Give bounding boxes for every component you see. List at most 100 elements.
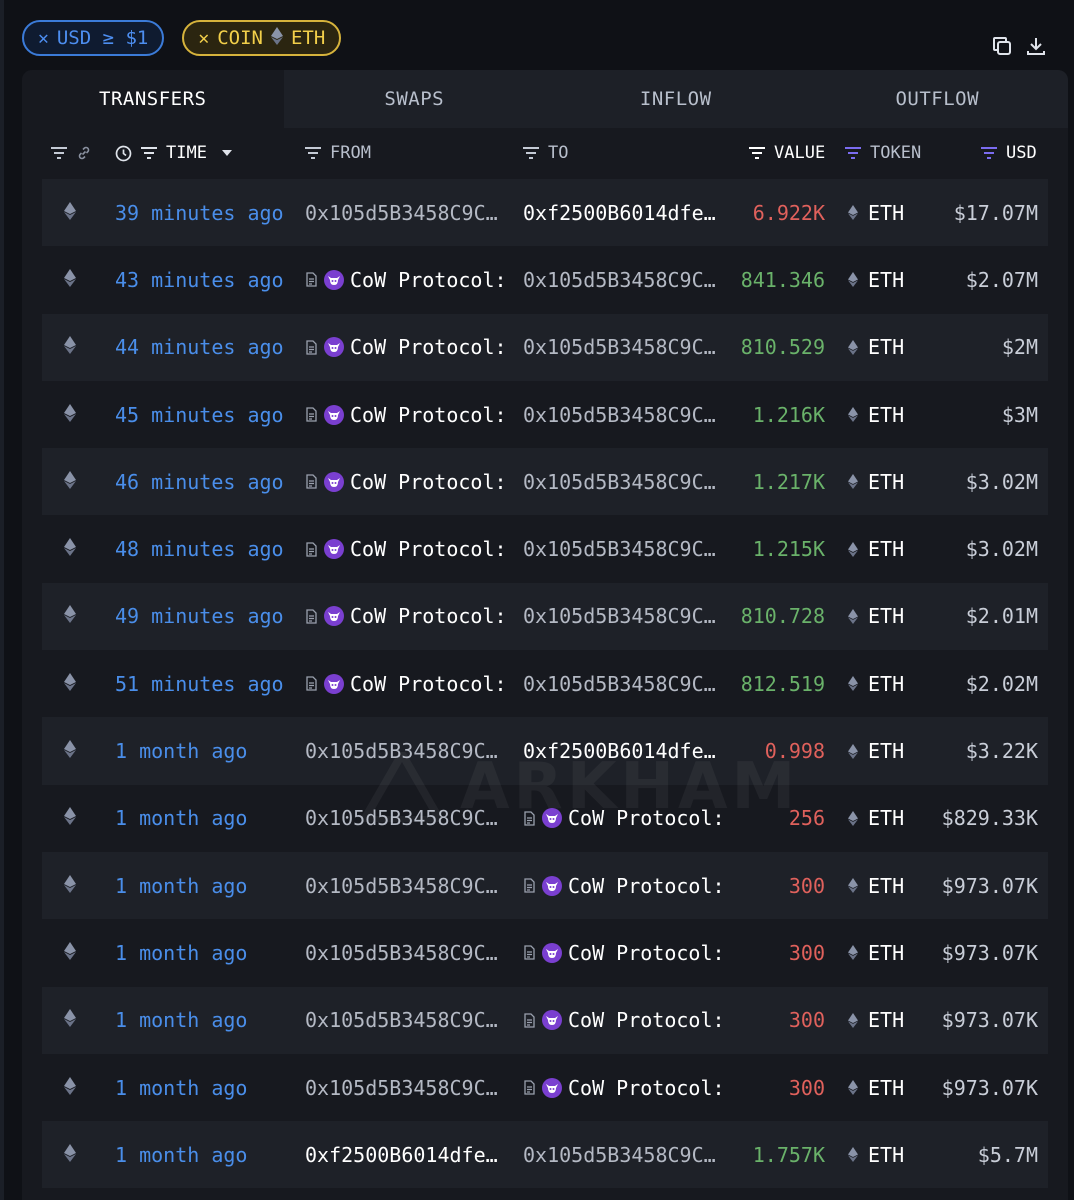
table-row[interactable]: 1 month ago 0x105d5B3458C9C… CoW Protocol:…	[42, 919, 1048, 986]
link-icon[interactable]	[76, 145, 92, 161]
header-chain-filter[interactable]	[50, 128, 92, 178]
tab-transfers[interactable]: TRANSFERS	[22, 70, 284, 128]
from-cell[interactable]: CoW Protocol:	[305, 448, 510, 515]
token-cell[interactable]: ETH	[848, 919, 918, 986]
address-link[interactable]: 0x105d5B3458C9C…	[305, 739, 498, 764]
table-row[interactable]: 46 minutes ago CoW Protocol: 0x105d5B3458C…	[42, 448, 1048, 516]
header-time[interactable]: TIME	[115, 128, 233, 178]
to-cell[interactable]: 0x105d5B3458C9C…	[523, 448, 729, 515]
address-link[interactable]: 0x105d5B3458C9C…	[305, 1008, 498, 1033]
token-cell[interactable]: ETH	[848, 717, 918, 784]
usd-filter-chip[interactable]: ✕ USD ≥ $1	[22, 20, 165, 56]
address-link[interactable]: 0x105d5B3458C9C…	[523, 604, 716, 629]
filter-icon[interactable]	[50, 146, 68, 160]
coin-filter-chip[interactable]: ✕ COIN ETH	[182, 20, 342, 56]
to-cell[interactable]: 0x105d5B3458C9C…	[523, 515, 729, 582]
time-cell[interactable]: 43 minutes ago	[115, 246, 295, 313]
address-link[interactable]: 0x105d5B3458C9C…	[523, 335, 716, 360]
token-symbol[interactable]: ETH	[868, 1075, 905, 1100]
to-cell[interactable]: 0x105d5B3458C9C…	[523, 381, 729, 448]
entity-name[interactable]: CoW Protocol:	[350, 671, 507, 696]
token-cell[interactable]: ETH	[848, 785, 918, 852]
time-cell[interactable]: 1 month ago	[115, 1121, 295, 1188]
token-cell[interactable]: ETH	[848, 650, 918, 717]
time-cell[interactable]: 1 month ago	[115, 1054, 295, 1121]
address-link[interactable]: 0x105d5B3458C9C…	[523, 267, 716, 292]
time-link[interactable]: 1 month ago	[115, 1075, 248, 1100]
token-symbol[interactable]: ETH	[868, 402, 905, 427]
from-cell[interactable]: 0x105d5B3458C9C…	[305, 785, 510, 852]
address-link[interactable]: 0x105d5B3458C9C…	[523, 537, 716, 562]
entity-name[interactable]: CoW Protocol:	[568, 873, 725, 898]
entity-label[interactable]: CoW Protocol:	[305, 335, 507, 359]
time-cell[interactable]: 44 minutes ago	[115, 314, 295, 381]
time-cell[interactable]: 39 minutes ago	[115, 179, 295, 246]
token-cell[interactable]: ETH	[848, 1054, 918, 1121]
entity-name[interactable]: CoW Protocol:	[568, 806, 725, 831]
time-link[interactable]: 1 month ago	[115, 873, 248, 898]
table-row[interactable]: 39 minutes ago 0x105d5B3458C9C… 0xf2500B60…	[42, 179, 1048, 247]
time-cell[interactable]: 46 minutes ago	[115, 448, 295, 515]
time-link[interactable]: 1 month ago	[115, 1008, 248, 1033]
filter-icon[interactable]	[844, 146, 862, 160]
time-cell[interactable]: 1 month ago	[115, 717, 295, 784]
table-row[interactable]: 1 month ago 0x105d5B3458C9C… CoW Protocol:…	[42, 785, 1048, 852]
entity-label[interactable]: CoW Protocol:	[305, 604, 507, 628]
table-row[interactable]: 45 minutes ago CoW Protocol: 0x105d5B3458C…	[42, 381, 1048, 448]
close-icon[interactable]: ✕	[198, 27, 210, 49]
token-symbol[interactable]: ETH	[868, 335, 905, 360]
token-symbol[interactable]: ETH	[868, 873, 905, 898]
token-symbol[interactable]: ETH	[868, 469, 905, 494]
entity-name[interactable]: CoW Protocol:	[350, 335, 507, 360]
entity-name[interactable]: CoW Protocol:	[568, 940, 725, 965]
address-link[interactable]: 0x105d5B3458C9C…	[523, 671, 716, 696]
entity-label[interactable]: CoW Protocol:	[305, 537, 507, 561]
token-cell[interactable]: ETH	[848, 987, 918, 1054]
to-cell[interactable]: CoW Protocol:	[523, 852, 729, 919]
from-cell[interactable]: CoW Protocol:	[305, 314, 510, 381]
to-cell[interactable]: 0xf2500B6014dfe…	[523, 717, 729, 784]
time-cell[interactable]: 51 minutes ago	[115, 650, 295, 717]
time-link[interactable]: 39 minutes ago	[115, 200, 284, 225]
from-cell[interactable]: 0x105d5B3458C9C…	[305, 919, 510, 986]
from-cell[interactable]: CoW Protocol:	[305, 246, 510, 313]
time-link[interactable]: 46 minutes ago	[115, 469, 284, 494]
to-cell[interactable]: CoW Protocol:	[523, 987, 729, 1054]
address-link[interactable]: 0x105d5B3458C9C…	[523, 402, 716, 427]
entity-label[interactable]: CoW Protocol:	[523, 806, 725, 830]
to-cell[interactable]: 0x105d5B3458C9C…	[523, 1121, 729, 1188]
tab-swaps[interactable]: SWAPS	[283, 70, 545, 128]
entity-name[interactable]: CoW Protocol:	[350, 267, 507, 292]
address-link[interactable]: 0xf2500B6014dfe…	[305, 1142, 498, 1167]
time-link[interactable]: 43 minutes ago	[115, 267, 284, 292]
address-link[interactable]: 0x105d5B3458C9C…	[305, 940, 498, 965]
from-cell[interactable]: CoW Protocol:	[305, 650, 510, 717]
header-usd[interactable]: USD	[980, 128, 1037, 178]
entity-name[interactable]: CoW Protocol:	[350, 469, 507, 494]
token-symbol[interactable]: ETH	[868, 537, 905, 562]
entity-label[interactable]: CoW Protocol:	[305, 672, 507, 696]
entity-label[interactable]: CoW Protocol:	[523, 1008, 725, 1032]
time-cell[interactable]: 1 month ago	[115, 785, 295, 852]
from-cell[interactable]: CoW Protocol:	[305, 381, 510, 448]
token-cell[interactable]: ETH	[848, 246, 918, 313]
token-symbol[interactable]: ETH	[868, 806, 905, 831]
time-cell[interactable]: 1 month ago	[115, 852, 295, 919]
to-cell[interactable]: CoW Protocol:	[523, 785, 729, 852]
from-cell[interactable]: CoW Protocol:	[305, 515, 510, 582]
to-cell[interactable]: 0x105d5B3458C9C…	[523, 246, 729, 313]
close-icon[interactable]: ✕	[38, 27, 49, 49]
filter-icon[interactable]	[748, 146, 766, 160]
time-cell[interactable]: 1 month ago	[115, 919, 295, 986]
address-link[interactable]: 0x105d5B3458C9C…	[305, 873, 498, 898]
address-link[interactable]: 0x105d5B3458C9C…	[305, 1075, 498, 1100]
entity-name[interactable]: CoW Protocol:	[350, 402, 507, 427]
address-link[interactable]: 0x105d5B3458C9C…	[523, 469, 716, 494]
from-cell[interactable]: 0x105d5B3458C9C…	[305, 179, 510, 246]
token-symbol[interactable]: ETH	[868, 1142, 905, 1167]
filter-icon[interactable]	[304, 146, 322, 160]
header-from[interactable]: FROM	[304, 128, 371, 178]
from-cell[interactable]: 0x105d5B3458C9C…	[305, 987, 510, 1054]
from-cell[interactable]: 0x105d5B3458C9C…	[305, 1054, 510, 1121]
token-cell[interactable]: ETH	[848, 515, 918, 582]
